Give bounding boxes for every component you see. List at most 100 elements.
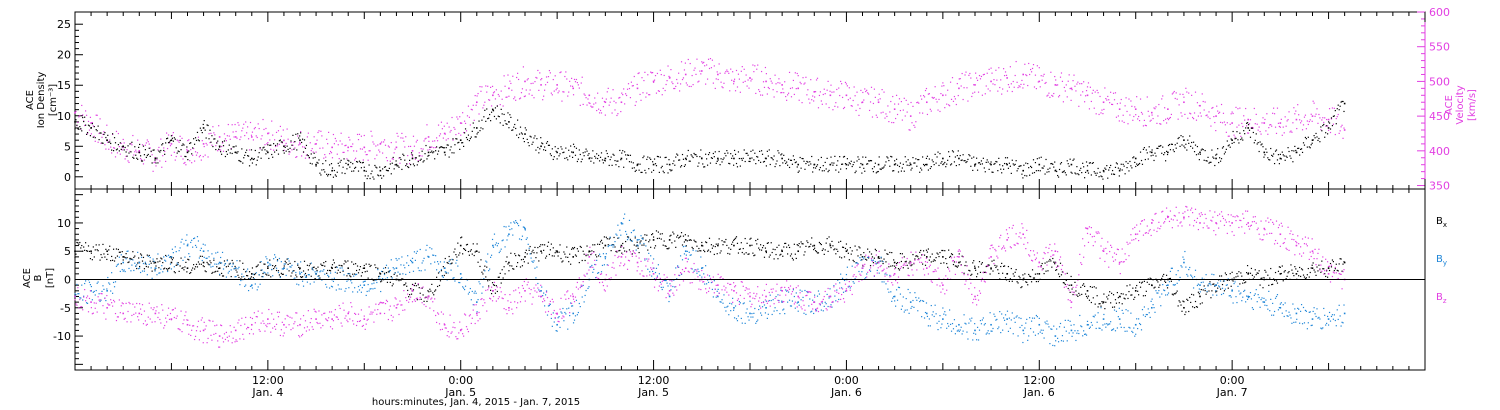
x-tick-label-date: Jan. 5	[444, 386, 476, 399]
velocity-dot	[888, 120, 890, 123]
density-dot	[558, 155, 560, 157]
density-dot	[749, 160, 751, 163]
by-dot	[121, 268, 123, 271]
bx-dot	[252, 277, 254, 279]
velocity-dot	[1229, 123, 1231, 125]
bx-point	[1327, 267, 1330, 269]
velocity-dot	[486, 91, 488, 93]
velocity-dot	[459, 116, 461, 118]
bx-dot	[1323, 268, 1325, 270]
bx-dot	[130, 258, 132, 260]
density-dot	[1063, 170, 1065, 172]
velocity-dot	[902, 109, 904, 111]
bx-dot	[109, 245, 111, 247]
bx-dot	[603, 236, 605, 238]
by-dot	[322, 270, 324, 272]
density-dot	[1325, 132, 1327, 134]
bx-dot	[692, 248, 694, 250]
velocity-dot	[1331, 107, 1334, 109]
bx-point	[958, 261, 960, 264]
bx-dot	[435, 289, 437, 291]
velocity-dot	[564, 75, 566, 78]
bx-dot	[157, 261, 159, 263]
bx-dot	[144, 263, 146, 265]
density-dot	[257, 156, 259, 158]
velocity-dot	[264, 144, 266, 146]
density-dot	[440, 146, 443, 148]
density-dot	[407, 166, 409, 168]
velocity-dot	[390, 141, 392, 144]
velocity-dot	[1238, 124, 1240, 126]
bx-dot	[138, 257, 140, 259]
bx-dot	[873, 257, 875, 259]
by-dot	[95, 289, 97, 292]
density-dot	[1269, 159, 1271, 161]
bx-dot	[111, 255, 113, 258]
velocity-dot	[1108, 99, 1110, 101]
density-dot	[491, 108, 494, 110]
velocity-dot	[182, 158, 184, 160]
bx-dot	[1157, 281, 1159, 283]
velocity-dot	[297, 135, 299, 137]
density-dot	[815, 165, 818, 167]
velocity-dot	[552, 78, 554, 81]
velocity-dot	[584, 94, 586, 96]
bx-dot	[578, 261, 580, 264]
bx-dot	[958, 253, 960, 255]
by-dot	[130, 270, 132, 272]
velocity-dot	[1198, 105, 1200, 107]
velocity-dot	[233, 136, 235, 138]
bx-point	[749, 244, 751, 247]
bx-dot	[867, 248, 869, 250]
bx-dot	[880, 257, 882, 259]
density-dot	[511, 129, 513, 131]
velocity-dot	[359, 148, 362, 150]
velocity-dot	[250, 134, 253, 136]
density-point	[556, 151, 558, 154]
velocity-dot	[581, 76, 583, 78]
velocity-dot	[1048, 92, 1050, 94]
by-dot	[86, 302, 89, 305]
bx-dot	[794, 253, 796, 255]
bx-dot	[943, 262, 945, 264]
velocity-point	[459, 122, 462, 124]
density-dot	[711, 157, 713, 160]
density-point	[411, 157, 414, 160]
bx-dot	[364, 271, 366, 273]
by-dot	[300, 261, 302, 263]
density-dot	[789, 159, 792, 161]
density-point	[1150, 151, 1153, 154]
density-dot	[851, 165, 853, 168]
by-dot	[244, 285, 246, 288]
velocity-dot	[639, 93, 641, 96]
density-point	[540, 145, 542, 148]
density-dot	[334, 174, 336, 176]
by-dot	[246, 270, 248, 272]
bx-dot	[1144, 295, 1146, 297]
density-dot	[489, 113, 491, 116]
density-dot	[1051, 162, 1053, 165]
density-dot	[816, 164, 819, 166]
density-dot	[559, 153, 561, 155]
velocity-dot	[122, 138, 124, 141]
velocity-dot	[843, 106, 846, 109]
bx-dot	[93, 256, 95, 258]
bx-dot	[335, 266, 337, 268]
bx-dot	[803, 254, 805, 256]
bx-dot	[1276, 282, 1279, 284]
bx-dot	[760, 249, 763, 251]
bx-dot	[847, 252, 849, 254]
bx-dot	[218, 267, 220, 270]
density-dot	[978, 162, 981, 164]
bx-dot	[768, 256, 770, 258]
bx-dot	[821, 249, 823, 252]
bx-dot	[275, 269, 278, 272]
velocity-dot	[210, 132, 212, 134]
velocity-dot	[798, 99, 800, 101]
bx-dot	[1143, 280, 1145, 282]
density-dot	[1270, 147, 1272, 150]
bx-dot	[94, 249, 96, 251]
by-point	[1070, 329, 1073, 332]
density-dot	[1185, 143, 1187, 145]
density-dot	[308, 156, 310, 159]
